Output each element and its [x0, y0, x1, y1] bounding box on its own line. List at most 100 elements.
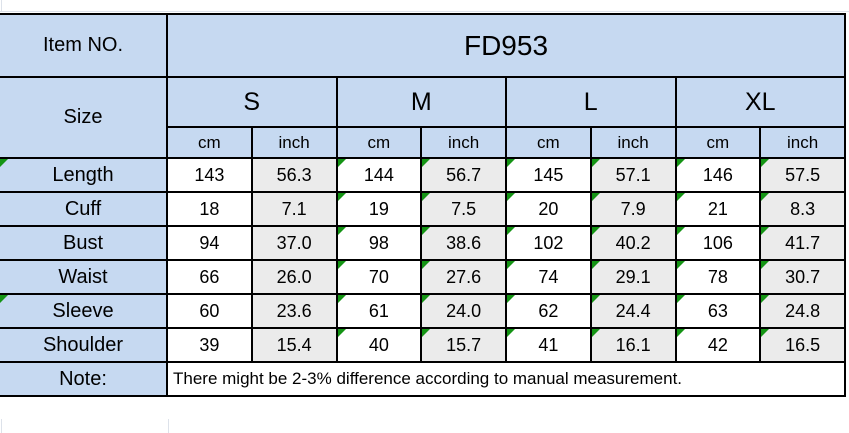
item-no-label-cell[interactable]: Item NO. — [0, 13, 168, 78]
measurement-cell[interactable]: 41.7 — [759, 225, 846, 261]
size-header-m[interactable]: M — [335, 76, 507, 128]
measurement-cell[interactable]: 143 — [166, 157, 253, 193]
note-label-cell[interactable]: Note: — [0, 361, 168, 397]
row-label: Shoulder — [42, 333, 124, 356]
row-label-cell[interactable]: Sleeve — [0, 293, 168, 329]
row-label: Sleeve — [52, 299, 114, 322]
measurement-cell[interactable]: 70 — [335, 259, 423, 295]
cell-value: 23.6 — [276, 300, 312, 321]
measurement-cell[interactable]: 144 — [335, 157, 423, 193]
item-no-value: FD953 — [463, 29, 549, 61]
cell-value: 57.1 — [615, 164, 651, 185]
measurement-cell[interactable]: 30.7 — [759, 259, 846, 295]
measurement-cell[interactable]: 26.0 — [250, 259, 338, 295]
measurement-cell[interactable]: 24.4 — [589, 293, 677, 329]
measurement-cell[interactable]: 57.5 — [759, 157, 846, 193]
error-indicator-icon — [338, 228, 346, 235]
measurement-cell[interactable]: 145 — [505, 157, 592, 193]
measurement-cell[interactable]: 16.5 — [759, 327, 846, 363]
measurement-cell[interactable]: 74 — [505, 259, 592, 295]
measurement-cell[interactable]: 8.3 — [759, 191, 846, 227]
measurement-cell[interactable]: 56.3 — [250, 157, 338, 193]
error-indicator-icon — [507, 228, 515, 235]
cell-value: 24.0 — [446, 300, 482, 321]
measurement-cell[interactable]: 15.7 — [420, 327, 507, 363]
unit-header-cell[interactable]: cm — [167, 126, 253, 159]
unit-header-cell[interactable]: inch — [250, 126, 338, 159]
measurement-cell[interactable]: 40.2 — [589, 225, 677, 261]
measurement-cell[interactable]: 40 — [335, 327, 423, 363]
measurement-cell[interactable]: 57.1 — [589, 157, 677, 193]
cell-value: 144 — [363, 164, 394, 185]
measurement-cell[interactable]: 66 — [166, 259, 253, 295]
measurement-cell[interactable]: 94 — [166, 225, 253, 261]
item-no-value-cell[interactable]: FD953 — [166, 13, 846, 78]
cell-value: 29.1 — [615, 266, 651, 287]
measurement-cell[interactable]: 20 — [505, 191, 592, 227]
measurement-cell[interactable]: 24.0 — [420, 293, 507, 329]
unit-header: cm — [706, 132, 730, 152]
unit-header-cell[interactable]: inch — [589, 126, 677, 159]
unit-header-cell[interactable]: cm — [674, 126, 762, 159]
size-header-s[interactable]: S — [166, 76, 338, 128]
measurement-cell[interactable]: 62 — [505, 293, 592, 329]
unit-header-cell[interactable]: cm — [335, 126, 423, 159]
measurement-cell[interactable]: 41 — [505, 327, 592, 363]
measurement-cell[interactable]: 7.5 — [420, 191, 507, 227]
measurement-cell[interactable]: 23.6 — [250, 293, 338, 329]
measurement-cell[interactable]: 106 — [674, 225, 762, 261]
cell-value: 57.5 — [785, 164, 821, 185]
size-header-l[interactable]: L — [505, 76, 677, 128]
measurement-cell[interactable]: 98 — [335, 225, 423, 261]
cell-value: 146 — [702, 164, 733, 185]
measurement-cell[interactable]: 7.9 — [589, 191, 677, 227]
cell-value: 7.1 — [281, 198, 307, 219]
measurement-cell[interactable]: 18 — [166, 191, 253, 227]
size-label-cell[interactable]: Size — [0, 76, 168, 159]
table-row-shoulder: Shoulder 39 15.4 40 15.7 41 16.1 42 16.5 — [0, 327, 846, 363]
error-indicator-icon — [338, 296, 346, 303]
measurement-cell[interactable]: 39 — [166, 327, 253, 363]
row-label-cell[interactable]: Length — [0, 157, 168, 193]
measurement-cell[interactable]: 7.1 — [250, 191, 338, 227]
measurement-cell[interactable]: 29.1 — [589, 259, 677, 295]
cell-value: 56.7 — [446, 164, 482, 185]
measurement-cell[interactable]: 42 — [674, 327, 762, 363]
measurement-cell[interactable]: 27.6 — [420, 259, 507, 295]
note-text-cell[interactable]: There might be 2-3% difference according… — [166, 361, 846, 397]
cell-value: 16.5 — [785, 334, 821, 355]
row-label-cell[interactable]: Shoulder — [0, 327, 168, 363]
measurement-cell[interactable]: 15.4 — [250, 327, 338, 363]
row-label-cell[interactable]: Bust — [0, 225, 168, 261]
cell-value: 21 — [707, 198, 728, 219]
unit-header-cell[interactable]: inch — [759, 126, 846, 159]
measurement-cell[interactable]: 146 — [674, 157, 762, 193]
error-indicator-icon — [0, 160, 8, 167]
row-label-cell[interactable]: Cuff — [0, 191, 168, 227]
row-label-cell[interactable]: Waist — [0, 259, 168, 295]
unit-header-cell[interactable]: inch — [420, 126, 507, 159]
cell-value: 60 — [199, 300, 220, 321]
cell-value: 63 — [707, 300, 728, 321]
measurement-cell[interactable]: 37.0 — [250, 225, 338, 261]
error-indicator-icon — [762, 228, 770, 235]
measurement-cell[interactable]: 63 — [674, 293, 762, 329]
error-indicator-icon — [762, 262, 770, 269]
cell-value: 94 — [199, 232, 220, 253]
measurement-cell[interactable]: 38.6 — [420, 225, 507, 261]
measurement-cell[interactable]: 102 — [505, 225, 592, 261]
size-chart-table: Item NO. FD953 Size S M L XL cm — [0, 13, 846, 397]
measurement-cell[interactable]: 16.1 — [589, 327, 677, 363]
unit-header-cell[interactable]: cm — [505, 126, 592, 159]
error-indicator-icon — [677, 194, 685, 201]
size-header-xl[interactable]: XL — [674, 76, 846, 128]
measurement-cell[interactable]: 60 — [166, 293, 253, 329]
error-indicator-icon — [677, 262, 685, 269]
measurement-cell[interactable]: 21 — [674, 191, 762, 227]
measurement-cell[interactable]: 24.8 — [759, 293, 846, 329]
measurement-cell[interactable]: 19 — [335, 191, 423, 227]
measurement-cell[interactable]: 61 — [335, 293, 423, 329]
measurement-cell[interactable]: 56.7 — [420, 157, 507, 193]
error-indicator-icon — [592, 296, 600, 303]
measurement-cell[interactable]: 78 — [674, 259, 762, 295]
